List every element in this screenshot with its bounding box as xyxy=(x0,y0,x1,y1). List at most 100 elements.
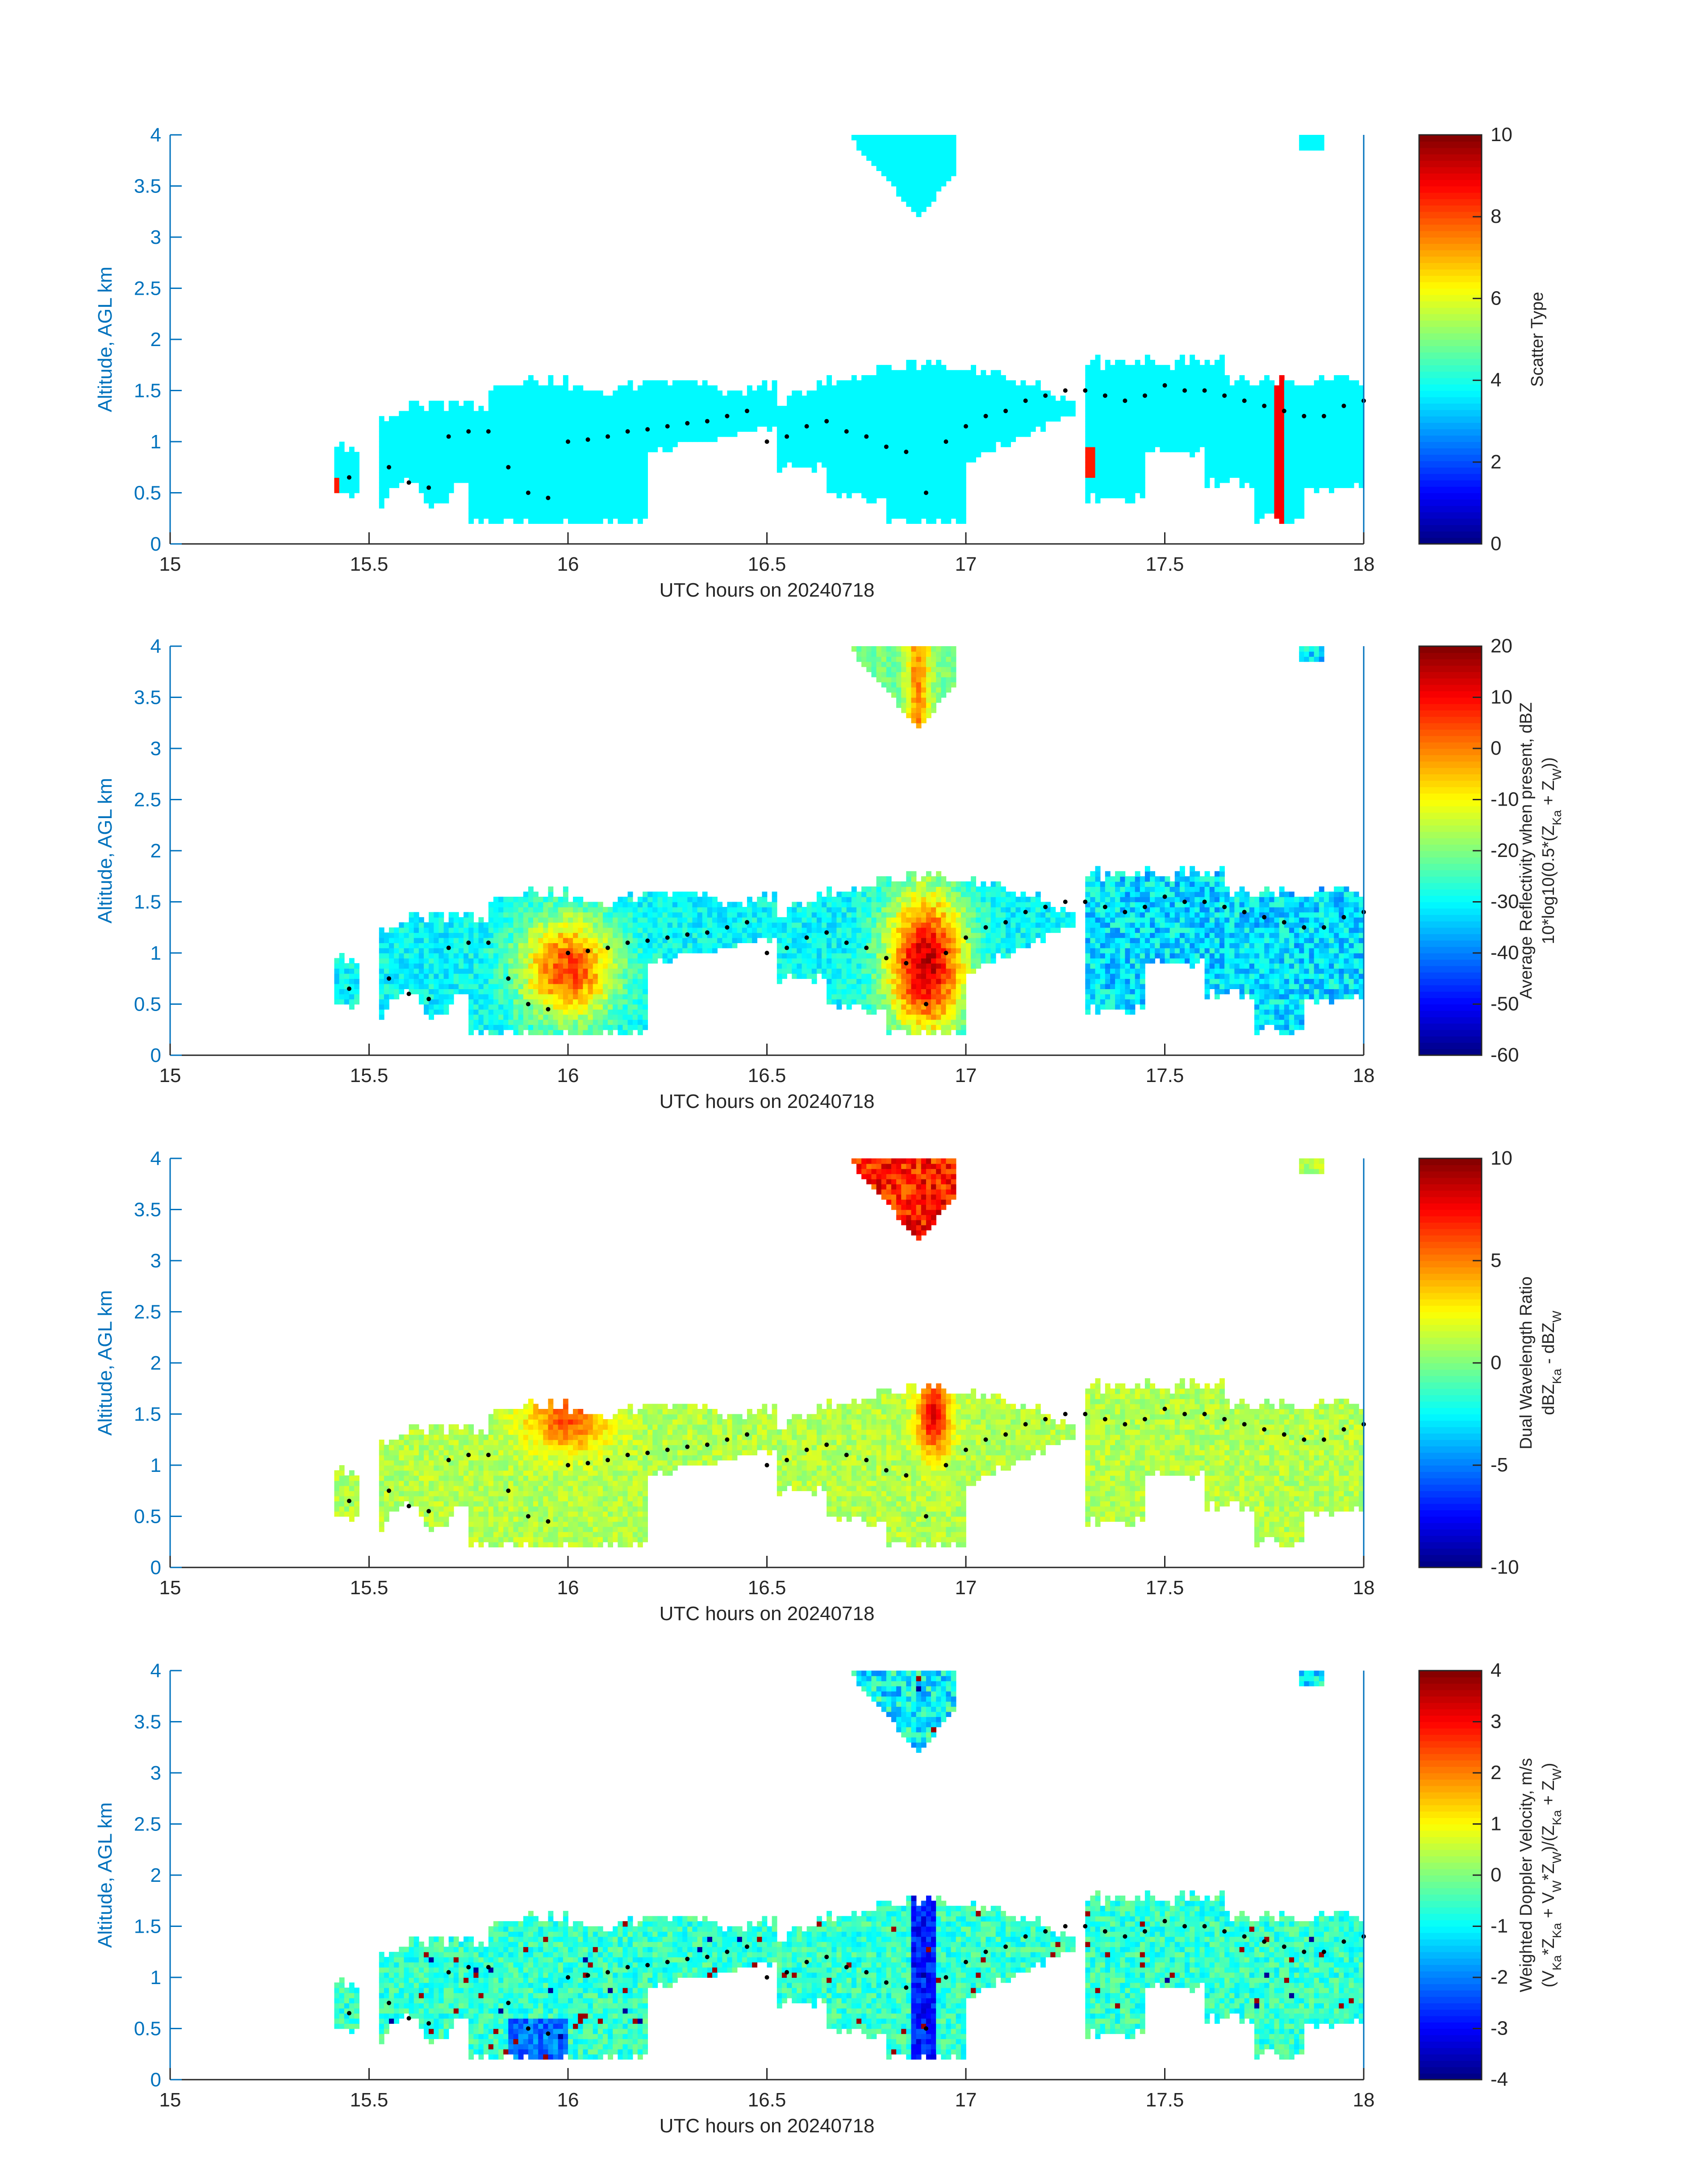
heatmap-cell xyxy=(1209,365,1215,371)
heatmap-cell xyxy=(1289,401,1295,406)
heatmap-cell xyxy=(697,390,703,396)
heatmap-cell xyxy=(702,421,708,427)
heatmap-cell xyxy=(960,462,966,468)
heatmap-cell xyxy=(593,451,598,458)
heatmap-cell xyxy=(488,937,494,943)
heatmap-cell xyxy=(399,978,405,984)
heatmap-cell xyxy=(1289,467,1295,473)
heatmap-cell xyxy=(692,421,698,427)
heatmap-cell xyxy=(896,145,902,151)
heatmap-cell xyxy=(578,421,584,427)
heatmap-cell xyxy=(911,513,917,519)
colorbar-swatch xyxy=(1419,224,1482,231)
heatmap-cell xyxy=(931,395,936,401)
heatmap-cell xyxy=(503,508,509,514)
heatmap-cell xyxy=(1020,390,1026,396)
heatmap-cell xyxy=(921,365,927,371)
heatmap-cell xyxy=(637,421,643,427)
heatmap-cell xyxy=(418,994,424,999)
colorbar-swatch xyxy=(1419,180,1482,187)
heatmap-cell xyxy=(702,401,708,406)
heatmap-cell xyxy=(523,457,529,463)
heatmap-cell xyxy=(652,385,658,391)
heatmap-cell xyxy=(1006,426,1011,432)
heatmap-cell xyxy=(503,1014,509,1020)
heatmap-cell xyxy=(443,431,449,437)
heatmap-cell xyxy=(459,943,464,949)
heatmap-cell xyxy=(1150,405,1155,412)
heatmap-cell xyxy=(936,385,942,391)
heatmap-cell xyxy=(394,426,400,432)
heatmap-cell xyxy=(896,472,902,478)
heatmap-cell xyxy=(926,508,931,514)
heatmap-cell xyxy=(563,385,568,391)
heatmap-cell xyxy=(1155,405,1161,412)
heatmap-cell xyxy=(473,978,479,984)
heatmap-cell xyxy=(806,405,812,412)
heatmap-cell xyxy=(921,472,927,478)
heatmap-cell xyxy=(473,431,479,437)
heatmap-cell xyxy=(553,447,559,452)
heatmap-cell xyxy=(856,482,862,488)
heatmap-cell xyxy=(926,171,931,176)
heatmap-cell xyxy=(597,395,603,401)
heatmap-cell xyxy=(906,426,912,432)
heatmap-cell xyxy=(434,493,439,498)
heatmap-cell xyxy=(1115,451,1120,458)
heatmap-cell xyxy=(608,457,613,463)
heatmap-cell xyxy=(538,411,544,417)
heatmap-cell xyxy=(836,380,842,386)
heatmap-cell xyxy=(384,994,389,999)
heatmap-cell xyxy=(931,431,936,437)
heatmap-cell xyxy=(468,1024,474,1030)
heatmap-cell xyxy=(856,380,862,386)
heatmap-cell xyxy=(941,426,947,432)
heatmap-cell xyxy=(1259,488,1265,493)
heatmap-cell xyxy=(911,375,917,381)
heatmap-cell xyxy=(379,436,384,442)
heatmap-cell xyxy=(822,385,827,391)
heatmap-cell xyxy=(911,451,917,458)
heatmap-cell xyxy=(434,447,439,452)
heatmap-cell xyxy=(627,477,633,483)
heatmap-cell xyxy=(822,390,827,396)
heatmap-cell xyxy=(846,426,852,432)
heatmap-cell xyxy=(1219,416,1225,422)
heatmap-cell xyxy=(424,426,429,432)
heatmap-cell xyxy=(637,508,643,514)
heatmap-cell xyxy=(971,421,976,427)
heatmap-cell xyxy=(772,390,777,396)
heatmap-cell xyxy=(513,436,519,442)
heatmap-cell xyxy=(438,426,444,432)
heatmap-cell xyxy=(1274,503,1280,509)
colorbar-tick-label: 8 xyxy=(1491,205,1501,227)
heatmap-cell xyxy=(438,968,444,974)
heatmap-cell xyxy=(1279,462,1285,468)
heatmap-cell xyxy=(692,401,698,406)
heatmap-cell xyxy=(856,145,862,151)
heatmap-cell xyxy=(871,477,877,483)
heatmap-cell xyxy=(478,467,484,473)
heatmap-cell xyxy=(563,513,568,519)
heatmap-cell xyxy=(1294,436,1299,442)
heatmap-cell xyxy=(1239,405,1245,412)
heatmap-cell xyxy=(483,462,489,468)
heatmap-cell xyxy=(513,943,519,949)
heatmap-cell xyxy=(558,451,564,458)
heatmap-cell xyxy=(1090,401,1096,406)
heatmap-cell xyxy=(1001,431,1006,437)
heatmap-cell xyxy=(1353,401,1359,406)
heatmap-cell xyxy=(503,482,509,488)
heatmap-cell xyxy=(871,451,877,458)
heatmap-cell xyxy=(404,451,409,458)
heatmap-cell xyxy=(911,457,917,463)
heatmap-cell xyxy=(1299,513,1305,519)
heatmap-cell xyxy=(389,937,394,943)
heatmap-cell xyxy=(652,380,658,386)
heatmap-cell xyxy=(1358,462,1364,468)
heatmap-cell xyxy=(896,385,902,391)
heatmap-cell xyxy=(846,436,852,442)
heatmap-cell xyxy=(1040,416,1046,422)
heatmap-cell xyxy=(876,375,882,381)
heatmap-cell xyxy=(861,467,867,473)
